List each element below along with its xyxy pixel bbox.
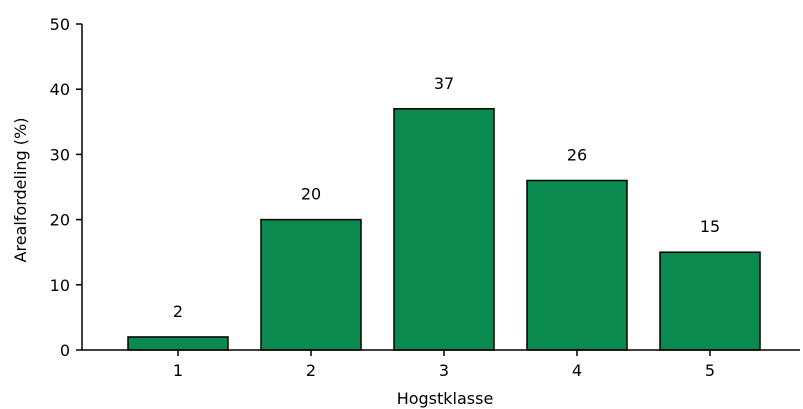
x-tick-label: 2 — [306, 361, 316, 380]
plot-area: 2 20 37 26 15 — [127, 74, 761, 351]
y-tick-label: 50 — [50, 15, 70, 34]
bar-value-label: 20 — [301, 185, 321, 204]
x-tick-label: 3 — [439, 361, 449, 380]
y-tick-label: 10 — [50, 276, 70, 295]
y-tick-label: 40 — [50, 80, 70, 99]
bar — [127, 336, 229, 351]
y-tick-label: 0 — [60, 341, 70, 360]
y-axis-ticks: 0 10 20 30 40 50 — [50, 15, 82, 360]
bar — [393, 108, 495, 351]
x-axis-title: Hogstklasse — [397, 389, 494, 408]
bar-value-label: 37 — [434, 74, 454, 93]
x-tick-label: 1 — [173, 361, 183, 380]
bar-value-label: 26 — [567, 145, 587, 164]
bar-value-label: 15 — [700, 217, 720, 236]
y-tick-label: 20 — [50, 211, 70, 230]
y-axis-title: Arealfordeling (%) — [11, 118, 30, 263]
bar — [526, 179, 628, 351]
bar — [659, 251, 761, 351]
bar — [260, 218, 362, 351]
x-axis-ticks: 1 2 3 4 5 — [173, 350, 715, 380]
x-tick-label: 5 — [705, 361, 715, 380]
x-tick-label: 4 — [572, 361, 582, 380]
y-tick-label: 30 — [50, 145, 70, 164]
bar-value-label: 2 — [173, 302, 183, 321]
